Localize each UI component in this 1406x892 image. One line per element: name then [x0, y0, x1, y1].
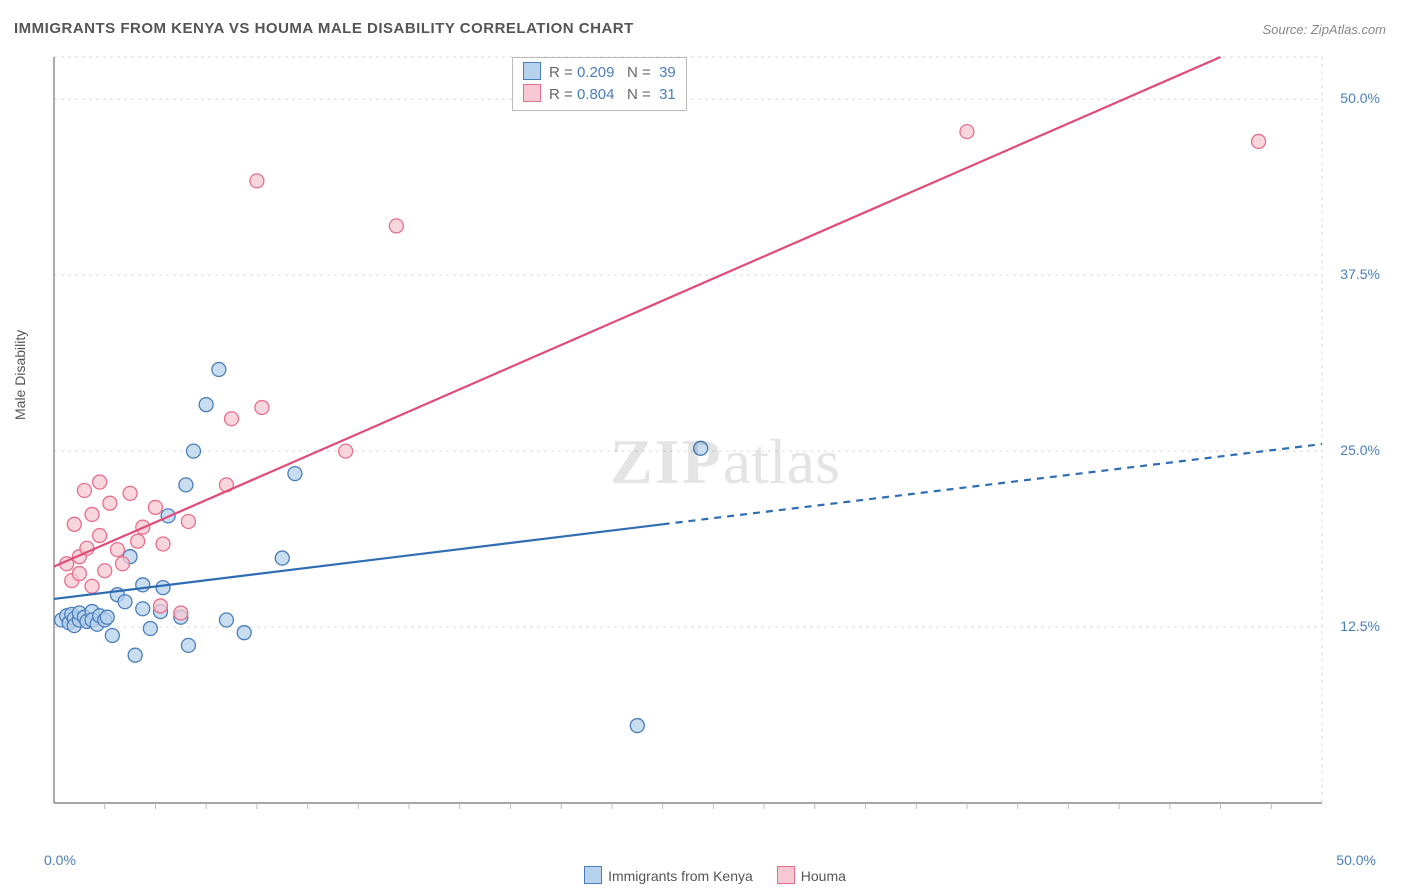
- y-tick-label: 37.5%: [1340, 266, 1380, 282]
- legend-swatch: [777, 866, 795, 884]
- legend-swatch: [523, 84, 541, 102]
- scatter-chart: [50, 55, 1370, 825]
- stats-legend: R = 0.209 N = 39R = 0.804 N = 31: [512, 57, 687, 111]
- chart-title: IMMIGRANTS FROM KENYA VS HOUMA MALE DISA…: [14, 20, 634, 37]
- y-axis-label: Male Disability: [12, 330, 28, 420]
- source-attribution: Source: ZipAtlas.com: [1262, 22, 1386, 37]
- legend-label: Immigrants from Kenya: [608, 868, 753, 884]
- y-tick-label: 12.5%: [1340, 618, 1380, 634]
- y-tick-label: 25.0%: [1340, 442, 1380, 458]
- stats-legend-row: R = 0.209 N = 39: [523, 62, 676, 84]
- bottom-legend: Immigrants from Kenya Houma: [0, 866, 1406, 884]
- stats-legend-row: R = 0.804 N = 31: [523, 84, 676, 106]
- chart-area: R = 0.209 N = 39R = 0.804 N = 31 ZIPatla…: [50, 55, 1370, 825]
- legend-label: Houma: [801, 868, 846, 884]
- legend-swatch: [523, 62, 541, 80]
- legend-swatch: [584, 866, 602, 884]
- y-tick-label: 50.0%: [1340, 90, 1380, 106]
